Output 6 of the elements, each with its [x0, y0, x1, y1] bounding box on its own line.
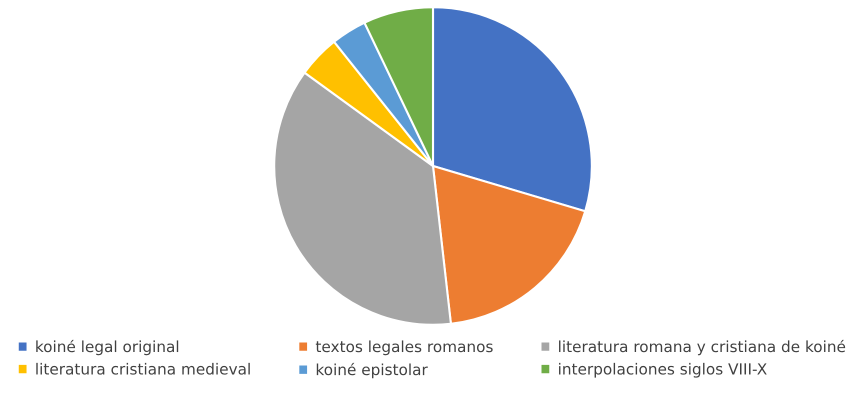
legend-label: interpolaciones siglos VIII-X	[559, 362, 767, 378]
legend-label: literatura romana y cristiana de koiné	[559, 340, 846, 356]
legend-label: koiné epistolar	[316, 362, 428, 378]
legend-label: koiné legal original	[36, 340, 178, 356]
legend-label: literatura cristiana medieval	[36, 362, 250, 375]
legend-label: textos legales romanos	[316, 340, 493, 356]
